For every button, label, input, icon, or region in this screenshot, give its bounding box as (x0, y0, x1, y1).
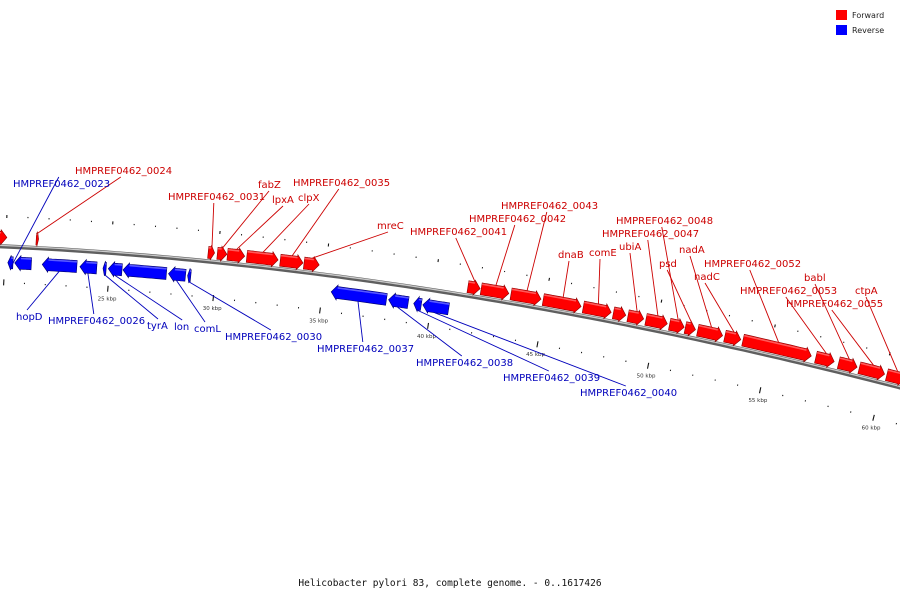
gene-label-babl: babl (804, 273, 826, 284)
leader-hmpref0462_0052 (750, 270, 779, 342)
major-tick (108, 286, 109, 292)
gene-arrow-gloss (86, 262, 97, 263)
leader-clpx (263, 204, 309, 252)
leader-hopd (27, 271, 59, 310)
gene-arrow-hopd (42, 257, 77, 272)
leader-hmpref0462_0037 (358, 301, 363, 342)
leader-hmpref0462_0031 (212, 203, 214, 247)
gene-label-hmpref0462_0037: HMPREF0462_0037 (317, 344, 414, 355)
leader-nadc (705, 283, 734, 332)
major-tick (537, 341, 538, 347)
major-tick (775, 325, 776, 328)
reverse-swatch (836, 25, 847, 35)
gene-label-hopd: hopD (16, 312, 43, 323)
leader-psd (667, 270, 692, 323)
gene-arrow-gloss (469, 282, 475, 283)
gene-arrow-gloss (686, 323, 690, 324)
gene-label-tyra: tyrA (147, 321, 168, 332)
legend-reverse-label: Reverse (852, 26, 884, 35)
gene-label-hmpref0462_0042: HMPREF0462_0042 (469, 214, 566, 225)
gene-label-hmpref0462_0035: HMPREF0462_0035 (293, 178, 390, 189)
gene-label-nada: nadA (679, 245, 705, 256)
gene-label-hmpref0462_0031: HMPREF0462_0031 (168, 192, 265, 203)
legend-forward-label: Forward (852, 11, 884, 20)
gene-arrow-hmpref0462_0040 (423, 298, 450, 315)
gene-label-psd: psd (659, 259, 677, 270)
major-tick (549, 278, 550, 281)
gene-arrow-gloss (115, 265, 123, 266)
major-tick (428, 323, 429, 329)
gene-label-hmpref0462_0055: HMPREF0462_0055 (786, 299, 883, 310)
leader-hmpref0462_0026 (88, 273, 94, 314)
gene-label-hmpref0462_0041: HMPREF0462_0041 (410, 227, 507, 238)
leader-coml (176, 280, 205, 322)
leader-lpxa (237, 206, 283, 249)
genome-caption: Helicobacter pylori 83, complete genome.… (0, 578, 900, 589)
scale-label: 35 kbp (309, 318, 328, 324)
major-tick (648, 363, 649, 369)
leader-hmpref0462_0030 (189, 282, 271, 330)
major-tick (320, 308, 321, 314)
gene-label-hmpref0462_0039: HMPREF0462_0039 (503, 373, 600, 384)
gene-label-mrec: mreC (377, 221, 404, 232)
legend-forward: Forward (836, 8, 900, 22)
leader-come (598, 259, 600, 304)
scale-label: 55 kbp (748, 398, 767, 404)
leader-hmpref0462_0055 (832, 310, 874, 365)
gene-label-nadc: nadC (694, 272, 720, 283)
gene-label-hmpref0462_0053: HMPREF0462_0053 (740, 286, 837, 297)
scale-label: 30 kbp (203, 306, 222, 312)
leader-ubia (630, 253, 637, 312)
gene-label-hmpref0462_0052: HMPREF0462_0052 (704, 259, 801, 270)
scale-label: 60 kbp (862, 426, 881, 432)
leader-hmpref0462_0047 (648, 240, 658, 316)
gene-label-fabz: fabZ (258, 180, 281, 191)
leader-lon (115, 275, 183, 320)
gene-label-hmpref0462_0048: HMPREF0462_0048 (616, 216, 713, 227)
legend-reverse: Reverse (836, 23, 900, 37)
gene-label-lon: lon (174, 322, 189, 333)
major-tick (873, 415, 875, 421)
gene-label-lpxa: lpxA (272, 195, 294, 206)
gene-arrow-gloss (175, 270, 186, 271)
leader-hmpref0462_0048 (662, 227, 678, 320)
gene-label-hmpref0462_0026: HMPREF0462_0026 (48, 316, 145, 327)
gene-label-hmpref0462_0043: HMPREF0462_0043 (501, 201, 598, 212)
gene-label-clpx: clpX (298, 193, 320, 204)
forward-swatch (836, 10, 847, 20)
gene-label-hmpref0462_0024: HMPREF0462_0024 (75, 166, 172, 177)
gene-label-hmpref0462_0030: HMPREF0462_0030 (225, 332, 322, 343)
gene-arrow-hmpref0462_0038 (389, 293, 410, 308)
major-tick (661, 300, 662, 303)
leader-hmpref0462_0041 (456, 238, 475, 282)
gene-label-ubia: ubiA (619, 242, 641, 253)
gene-label-hmpref0462_0023: HMPREF0462_0023 (13, 179, 110, 190)
scale-label: 45 kbp (526, 352, 545, 358)
gene-label-hmpref0462_0040: HMPREF0462_0040 (580, 388, 677, 399)
legend: Forward Reverse (836, 8, 900, 38)
gene-label-dnab: dnaB (558, 250, 584, 261)
leader-mrec (312, 232, 388, 258)
scale-label: 25 kbp (98, 297, 117, 303)
gene-label-hmpref0462_0047: HMPREF0462_0047 (602, 229, 699, 240)
leader-hmpref0462_0023 (10, 177, 59, 269)
scale-label: 50 kbp (637, 374, 656, 380)
gene-label-ctpa: ctpA (855, 286, 878, 297)
gene-labels: HMPREF0462_0023 HMPREF0462_0024 hopD HMPREF… (13, 166, 883, 399)
gene-arrow-gloss (21, 259, 32, 260)
major-tick (760, 387, 761, 393)
gene-label-hmpref0462_0038: HMPREF0462_0038 (416, 358, 513, 369)
gene-label-coml: comL (194, 324, 221, 335)
gene-label-come: comE (589, 248, 617, 259)
leader-dnab (563, 261, 569, 297)
gene-arrow-hmpref0462_0039 (414, 297, 423, 312)
